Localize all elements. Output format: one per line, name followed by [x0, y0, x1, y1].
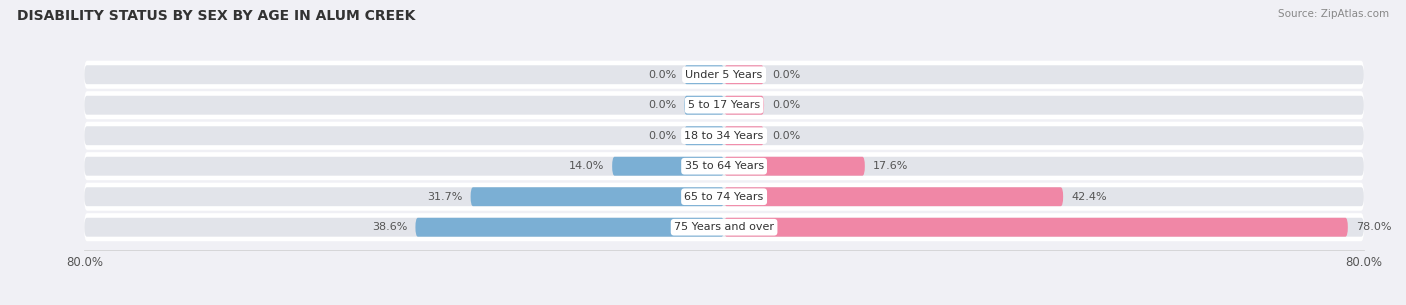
FancyBboxPatch shape — [84, 61, 1364, 89]
FancyBboxPatch shape — [84, 65, 1364, 84]
FancyBboxPatch shape — [84, 183, 1364, 211]
FancyBboxPatch shape — [471, 187, 724, 206]
FancyBboxPatch shape — [724, 65, 763, 84]
Text: 0.0%: 0.0% — [772, 131, 800, 141]
FancyBboxPatch shape — [84, 122, 1364, 150]
Text: 0.0%: 0.0% — [648, 70, 676, 80]
Text: 17.6%: 17.6% — [873, 161, 908, 171]
FancyBboxPatch shape — [84, 96, 1364, 115]
Text: DISABILITY STATUS BY SEX BY AGE IN ALUM CREEK: DISABILITY STATUS BY SEX BY AGE IN ALUM … — [17, 9, 415, 23]
Text: 5 to 17 Years: 5 to 17 Years — [688, 100, 761, 110]
Text: 38.6%: 38.6% — [373, 222, 408, 232]
Text: 31.7%: 31.7% — [427, 192, 463, 202]
Text: Under 5 Years: Under 5 Years — [686, 70, 762, 80]
Text: 65 to 74 Years: 65 to 74 Years — [685, 192, 763, 202]
FancyBboxPatch shape — [724, 126, 763, 145]
FancyBboxPatch shape — [84, 152, 1364, 180]
Text: 42.4%: 42.4% — [1071, 192, 1107, 202]
FancyBboxPatch shape — [685, 126, 724, 145]
Text: 0.0%: 0.0% — [648, 100, 676, 110]
FancyBboxPatch shape — [84, 157, 1364, 176]
Text: 0.0%: 0.0% — [772, 70, 800, 80]
FancyBboxPatch shape — [84, 213, 1364, 241]
FancyBboxPatch shape — [84, 187, 1364, 206]
Text: 18 to 34 Years: 18 to 34 Years — [685, 131, 763, 141]
FancyBboxPatch shape — [724, 218, 1348, 237]
FancyBboxPatch shape — [724, 187, 1063, 206]
Text: 14.0%: 14.0% — [569, 161, 605, 171]
FancyBboxPatch shape — [415, 218, 724, 237]
FancyBboxPatch shape — [685, 65, 724, 84]
FancyBboxPatch shape — [724, 157, 865, 176]
Text: 35 to 64 Years: 35 to 64 Years — [685, 161, 763, 171]
Text: 0.0%: 0.0% — [648, 131, 676, 141]
FancyBboxPatch shape — [84, 91, 1364, 119]
FancyBboxPatch shape — [685, 96, 724, 115]
Text: Source: ZipAtlas.com: Source: ZipAtlas.com — [1278, 9, 1389, 19]
FancyBboxPatch shape — [84, 126, 1364, 145]
FancyBboxPatch shape — [84, 218, 1364, 237]
Text: 75 Years and over: 75 Years and over — [673, 222, 775, 232]
FancyBboxPatch shape — [724, 96, 763, 115]
FancyBboxPatch shape — [612, 157, 724, 176]
Text: 78.0%: 78.0% — [1355, 222, 1392, 232]
Text: 0.0%: 0.0% — [772, 100, 800, 110]
